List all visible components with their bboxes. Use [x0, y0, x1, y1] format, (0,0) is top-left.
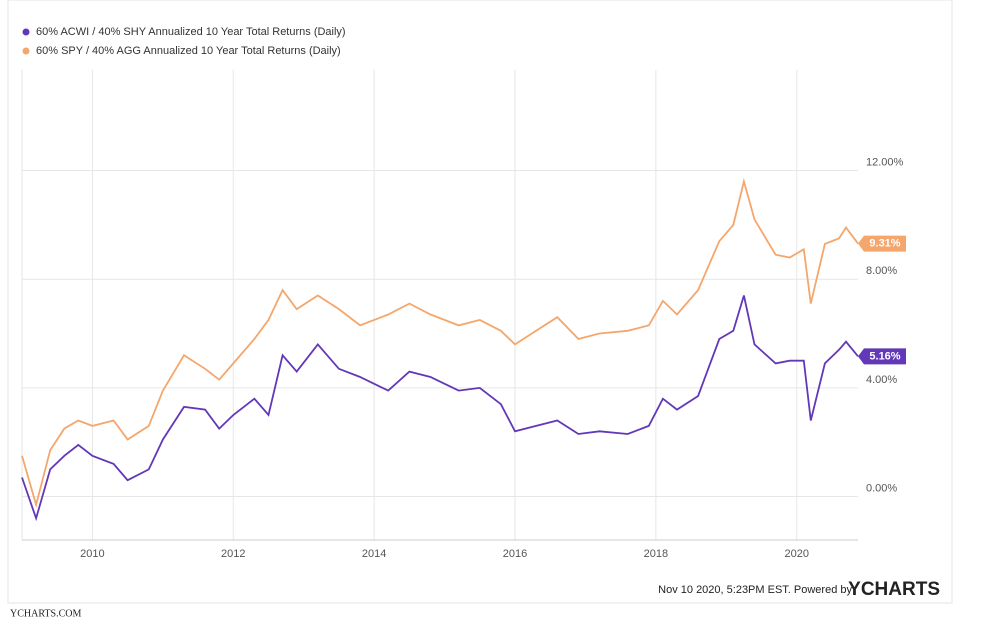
source: YCHARTS.COM [10, 608, 81, 619]
series-line [21, 295, 859, 522]
y-tick-label: 12.00% [866, 156, 904, 168]
end-label: 9.31% [869, 238, 900, 250]
end-label-box [858, 235, 906, 252]
x-tick-label: 2016 [503, 548, 527, 560]
x-tick-label: 2010 [80, 548, 104, 560]
legend-label: 60% SPY / 40% AGG Annualized 10 Year Tot… [36, 45, 341, 57]
end-label: 5.16% [869, 350, 900, 362]
chart-card [7, 0, 953, 604]
x-tick-label: 2020 [784, 548, 808, 560]
brand: YCHARTS [848, 579, 940, 600]
footer: Nov 10 2020, 5:23PM EST. Powered by [658, 584, 852, 596]
end-label-box [858, 348, 906, 365]
x-tick-label: 2012 [221, 548, 245, 560]
y-tick-label: 0.00% [866, 482, 897, 494]
legend-label: 60% ACWI / 40% SHY Annualized 10 Year To… [36, 26, 346, 38]
x-tick-label: 2014 [362, 548, 386, 560]
legend-swatch [22, 28, 30, 36]
y-tick-label: 4.00% [866, 374, 897, 386]
series-line [21, 177, 859, 509]
y-tick-label: 8.00% [866, 265, 897, 277]
legend-swatch [22, 47, 30, 55]
x-tick-label: 2018 [644, 548, 668, 560]
